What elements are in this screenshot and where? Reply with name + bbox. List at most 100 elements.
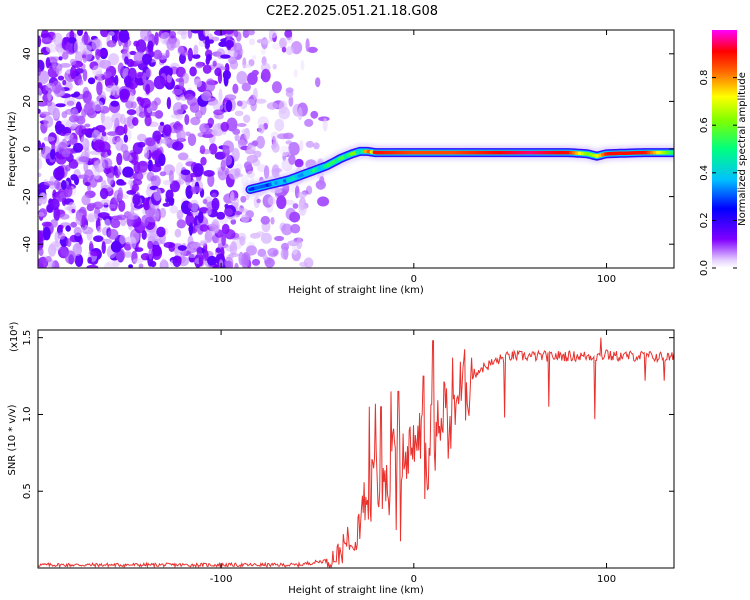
noise-speckle [38, 172, 42, 178]
noise-speckle [158, 153, 166, 167]
snr-frame [37, 329, 675, 569]
noise-speckle [284, 36, 293, 44]
noise-speckle [147, 30, 152, 38]
noise-speckle [101, 241, 106, 254]
noise-speckle [45, 57, 51, 69]
noise-speckle [168, 67, 173, 76]
noise-speckle [163, 241, 176, 249]
y-tick-label: 0.5 [22, 483, 33, 499]
noise-speckle [220, 54, 231, 59]
y-tick-label: 1.0 [22, 406, 33, 422]
x-tick-label: -100 [210, 574, 233, 585]
noise-speckle [165, 49, 170, 59]
noise-speckle [294, 158, 304, 168]
noise-speckle [159, 121, 165, 126]
noise-speckle [220, 121, 229, 132]
noise-speckle [305, 140, 315, 148]
noise-speckle [55, 103, 66, 108]
noise-speckle [38, 198, 45, 204]
noise-speckle [290, 223, 301, 234]
noise-speckle [288, 154, 296, 165]
snr-background [38, 330, 674, 568]
noise-speckle [177, 256, 182, 264]
noise-speckle [243, 114, 251, 124]
noise-speckle [124, 56, 129, 65]
noise-speckle [69, 58, 77, 66]
noise-speckle [62, 79, 67, 86]
noise-speckle [59, 213, 70, 220]
noise-speckle [260, 232, 272, 244]
noise-speckle [297, 106, 303, 121]
snr-y-label: SNR (10 * v/v) [7, 404, 18, 475]
noise-speckle [251, 69, 259, 76]
noise-speckle [149, 111, 162, 117]
spectrogram-x-label: Height of straight line (km) [288, 285, 424, 296]
noise-speckle [108, 203, 116, 209]
y-tick-label: 0 [22, 146, 33, 152]
noise-speckle [185, 213, 195, 227]
noise-speckle [128, 224, 133, 231]
noise-speckle [137, 133, 147, 142]
noise-speckle [212, 60, 217, 67]
noise-speckle [131, 183, 140, 193]
noise-speckle [159, 207, 167, 218]
noise-speckle [77, 174, 90, 179]
noise-speckle [97, 225, 102, 233]
noise-speckle [251, 258, 261, 266]
noise-speckle [151, 246, 163, 260]
noise-speckle [94, 159, 106, 173]
noise-speckle [214, 30, 226, 36]
noise-speckle [187, 133, 197, 146]
noise-speckle [126, 218, 133, 226]
noise-speckle [177, 152, 189, 161]
noise-speckle [61, 150, 71, 158]
noise-speckle [248, 38, 256, 46]
snr-x-ticks: -100 0 100 [210, 330, 616, 585]
noise-speckle [81, 194, 91, 206]
noise-speckle [122, 150, 131, 162]
noise-speckle [45, 43, 57, 54]
noise-speckle [147, 240, 154, 250]
noise-speckle [138, 111, 146, 118]
noise-speckle [296, 237, 303, 250]
noise-speckle [108, 135, 117, 145]
noise-speckle [291, 243, 298, 255]
noise-speckle [144, 114, 152, 127]
noise-speckle [292, 203, 299, 209]
noise-speckle [161, 258, 167, 268]
noise-speckle [77, 78, 84, 86]
noise-speckle [233, 30, 239, 38]
noise-speckle [177, 245, 187, 251]
noise-speckle [138, 263, 144, 268]
noise-speckle [176, 219, 186, 229]
noise-speckle [54, 123, 65, 131]
noise-speckle [188, 222, 193, 236]
noise-speckle [117, 187, 123, 200]
snr-series-line [38, 337, 674, 568]
noise-speckle [185, 131, 191, 137]
spectrogram-x-ticks: -100 0 100 [210, 30, 616, 285]
noise-speckle [61, 119, 72, 127]
noise-speckle [207, 206, 212, 216]
noise-speckle [73, 226, 82, 237]
noise-speckle [65, 225, 71, 232]
noise-speckle [82, 54, 86, 59]
noise-speckle [128, 264, 133, 268]
noise-speckle [297, 191, 308, 199]
noise-speckle [190, 186, 202, 193]
noise-speckle [232, 128, 241, 135]
noise-speckle [187, 202, 193, 209]
noise-speckle [148, 248, 153, 260]
noise-speckle [54, 179, 60, 190]
noise-speckle [142, 197, 150, 211]
noise-speckle [197, 211, 204, 224]
noise-speckle [150, 100, 158, 112]
noise-speckle [266, 102, 279, 110]
y-tick-label: 40 [22, 47, 33, 60]
noise-speckle [205, 229, 210, 243]
noise-speckle [77, 30, 83, 36]
noise-speckle [154, 31, 159, 46]
noise-speckle [217, 71, 223, 84]
noise-speckle [300, 60, 305, 71]
noise-speckle [168, 170, 174, 184]
